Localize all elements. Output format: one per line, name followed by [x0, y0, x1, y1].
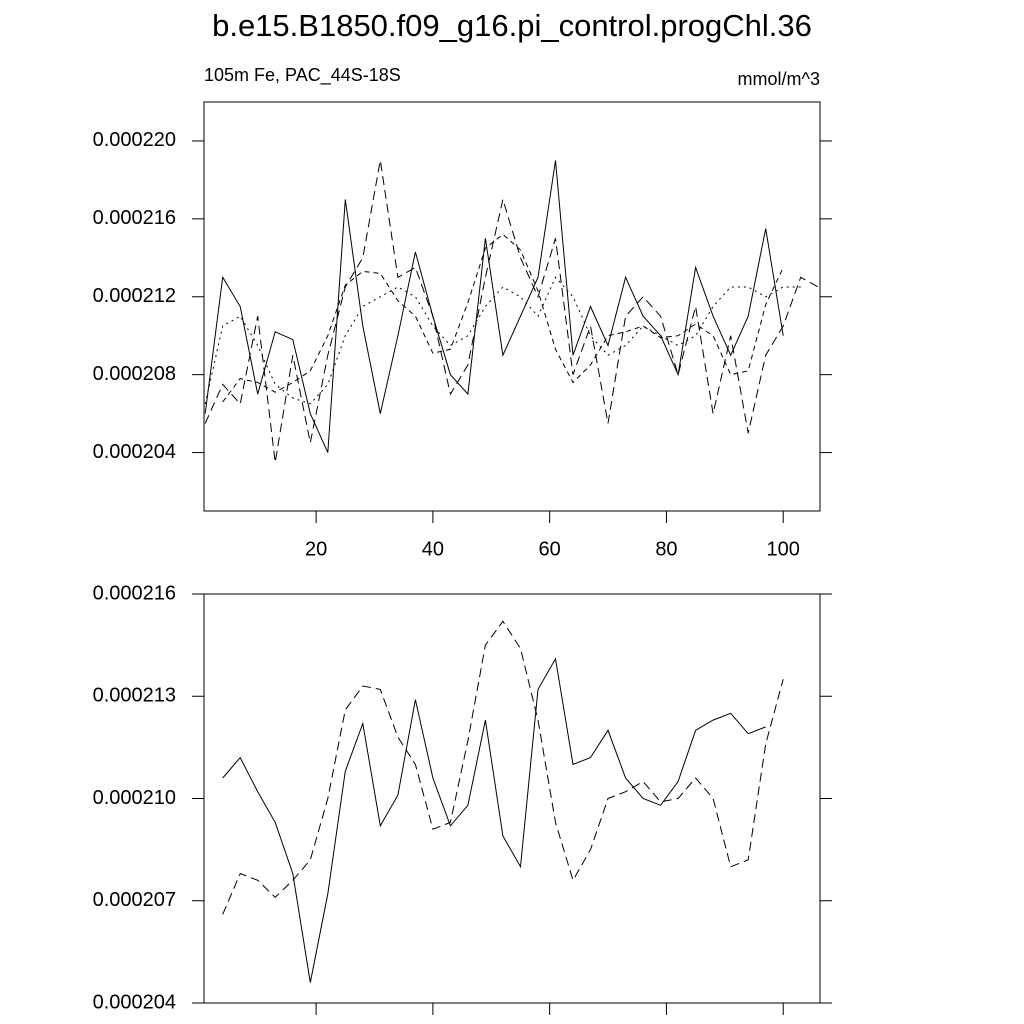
- series-line: [204, 160, 819, 463]
- y-tick-label: 0.000207: [93, 889, 176, 911]
- y-tick-label: 0.000210: [93, 787, 176, 809]
- plot-frame: [203, 101, 821, 512]
- series-line: [222, 657, 766, 983]
- y-tick-label: 0.000216: [93, 582, 176, 604]
- x-tick-label: 100: [767, 538, 800, 560]
- x-tick-label: 40: [422, 538, 444, 560]
- y-tick-label: 0.000204: [93, 441, 176, 463]
- y-tick-label: 0.000208: [93, 363, 176, 385]
- units: mmol/m^3: [738, 69, 820, 89]
- x-tick-label: 20: [305, 538, 327, 560]
- chart-title: b.e15.B1850.f09_g16.pi_control.progChl.3…: [212, 8, 812, 43]
- x-tick-label: 80: [655, 538, 677, 560]
- series-line: [204, 276, 801, 405]
- y-tick-label: 0.000220: [93, 129, 176, 151]
- plot-frame: [203, 593, 821, 1004]
- subtitle: 105m Fe, PAC_44S-18S: [204, 65, 401, 86]
- x-tick-label: 60: [539, 538, 561, 560]
- y-tick-label: 0.000204: [93, 991, 176, 1013]
- series-line: [222, 233, 784, 403]
- y-tick-label: 0.000216: [93, 207, 176, 229]
- series-line: [204, 160, 784, 453]
- y-tick-label: 0.000212: [93, 285, 176, 307]
- y-tick-label: 0.000213: [93, 685, 176, 707]
- series-line: [222, 620, 784, 915]
